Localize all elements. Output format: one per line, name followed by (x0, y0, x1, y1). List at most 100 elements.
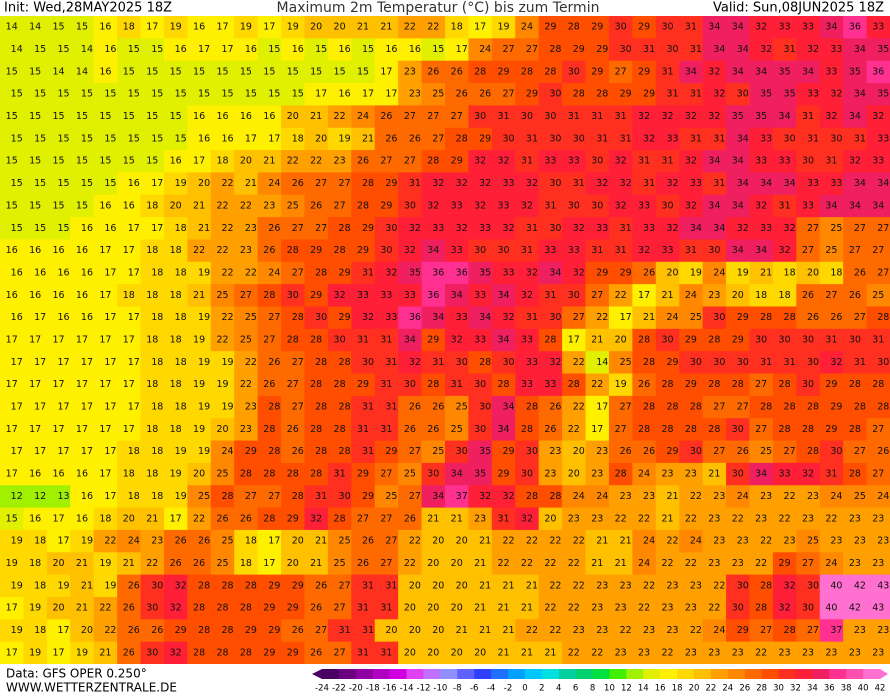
temperature-value: 30 (456, 357, 468, 368)
temperature-value: 32 (409, 223, 421, 234)
temperature-value: 28 (755, 603, 767, 614)
temperature-cell (257, 127, 282, 151)
temperature-cell (163, 194, 188, 218)
temperature-value: 27 (760, 625, 772, 636)
temperature-value: 20 (451, 647, 463, 658)
temperature-value: 32 (498, 156, 510, 167)
temperature-value: 36 (427, 290, 439, 301)
temperature-value: 34 (779, 111, 791, 122)
temperature-value: 28 (685, 424, 697, 435)
temperature-cell (70, 373, 95, 397)
temperature-cell (304, 306, 329, 330)
temperature-cell (726, 574, 751, 598)
temperature-cell (93, 284, 118, 308)
temperature-cell (304, 373, 329, 397)
temperature-cell (491, 38, 516, 62)
temperature-cell (93, 38, 118, 62)
temperature-value: 31 (380, 335, 392, 346)
temperature-value: 40 (825, 603, 837, 614)
temperature-value: 28 (638, 335, 650, 346)
temperature-cell (210, 127, 235, 151)
temperature-value: 21 (310, 558, 322, 569)
temperature-cell (234, 507, 259, 531)
temperature-value: 27 (292, 357, 304, 368)
temperature-value: 23 (596, 625, 608, 636)
temperature-value: 17 (99, 290, 111, 301)
temperature-cell (585, 418, 610, 442)
temperature-cell (374, 284, 399, 308)
temperature-value: 30 (474, 379, 486, 390)
temperature-cell (421, 194, 446, 218)
colorbar-label: 42 (875, 684, 886, 694)
temperature-value: 32 (334, 290, 346, 301)
temperature-cell (655, 574, 680, 598)
temperature-cell (491, 261, 516, 285)
temperature-value: 33 (432, 223, 444, 234)
temperature-value: 27 (755, 379, 767, 390)
temperature-cell (234, 306, 259, 330)
temperature-cell (772, 194, 797, 218)
temperature-value: 17 (123, 379, 135, 390)
temperature-cell (187, 261, 212, 285)
temperature-value: 34 (849, 111, 861, 122)
temperature-cell (468, 172, 493, 196)
temperature-value: 21 (615, 558, 627, 569)
temperature-value: 13 (58, 491, 70, 502)
temperature-cell (468, 261, 493, 285)
temperature-value: 15 (58, 133, 70, 144)
temperature-value: 15 (58, 89, 70, 100)
colorbar-label: -4 (487, 684, 495, 694)
temperature-value: 24 (573, 491, 585, 502)
temperature-cell (23, 306, 48, 330)
temperature-cell (749, 38, 774, 62)
temperature-value: 26 (432, 402, 444, 413)
temperature-cell (562, 83, 587, 106)
colorbar-label: 32 (790, 684, 801, 694)
temperature-value: 15 (34, 178, 46, 189)
temperature-cell (281, 641, 306, 665)
temperature-value: 22 (661, 558, 673, 569)
temperature-value: 35 (849, 66, 861, 77)
temperature-value: 15 (175, 89, 187, 100)
temperature-cell (140, 217, 165, 241)
temperature-cell (866, 217, 890, 241)
temperature-value: 17 (104, 491, 116, 502)
temperature-value: 22 (685, 513, 697, 524)
temperature-value: 30 (620, 44, 632, 55)
temperature-value: 31 (498, 111, 510, 122)
temperature-value: 22 (193, 513, 205, 524)
temperature-value: 22 (221, 267, 233, 278)
temperature-value: 21 (661, 513, 673, 524)
temperature-value: 16 (339, 89, 351, 100)
temperature-value: 14 (11, 44, 23, 55)
temperature-value: 31 (362, 446, 374, 457)
temperature-value: 21 (503, 625, 515, 636)
temperature-value: 34 (737, 178, 749, 189)
temperature-value: 28 (643, 402, 655, 413)
temperature-cell (93, 596, 118, 620)
temperature-cell (749, 395, 774, 419)
temperature-value: 33 (690, 178, 702, 189)
temperature-value: 17 (11, 446, 23, 457)
temperature-value: 27 (315, 223, 327, 234)
temperature-cell (585, 529, 610, 553)
temperature-value: 32 (503, 312, 515, 323)
temperature-cell (585, 16, 610, 39)
temperature-value: 14 (53, 66, 65, 77)
temperature-value: 29 (380, 200, 392, 211)
temperature-cell (632, 418, 657, 442)
temperature-value: 22 (99, 603, 111, 614)
temperature-value: 26 (315, 580, 327, 591)
temperature-cell (234, 462, 259, 486)
temperature-value: 29 (263, 647, 275, 658)
temperature-cell (281, 217, 306, 241)
temperature-cell (46, 83, 71, 106)
temperature-value: 21 (526, 580, 538, 591)
temperature-cell (140, 619, 165, 643)
temperature-value: 21 (479, 580, 491, 591)
temperature-cell (374, 485, 399, 509)
temperature-cell (726, 239, 751, 263)
temperature-value: 30 (380, 245, 392, 256)
temperature-value: 17 (81, 402, 93, 413)
